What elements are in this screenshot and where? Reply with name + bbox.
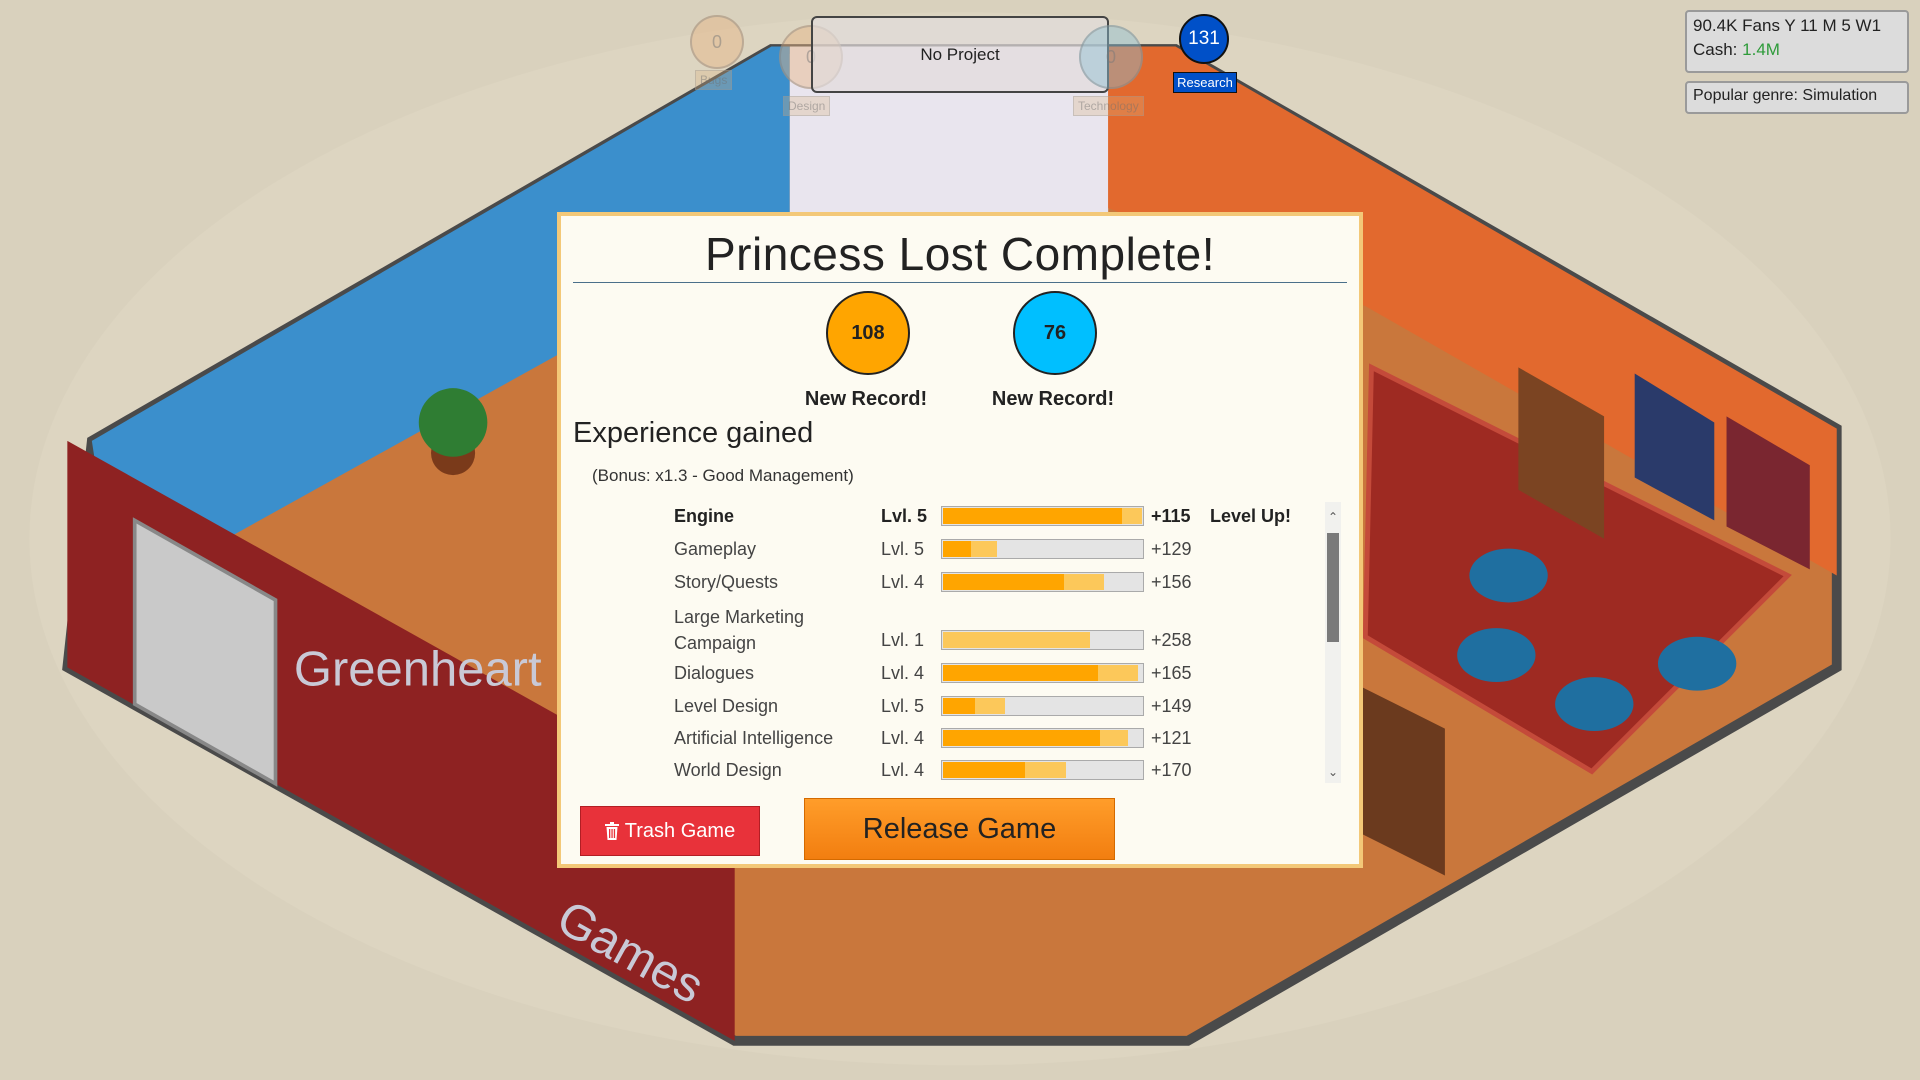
project-status-panel: No Project: [811, 16, 1109, 93]
skill-name: Dialogues: [674, 663, 755, 683]
skill-progress-bar: [941, 630, 1144, 650]
experience-row: World Design Lvl. 4 +170: [561, 756, 1321, 785]
skill-gain: +149: [1151, 696, 1192, 716]
experience-row: Level Design Lvl. 5 +149: [561, 692, 1321, 722]
new-record-label: New Record!: [991, 388, 1115, 410]
bugs-counter: 0: [690, 15, 744, 69]
skill-level: Lvl. 5: [881, 506, 928, 526]
office-door: [132, 517, 278, 787]
popular-genre-panel: Popular genre: Simulation: [1685, 81, 1909, 114]
skill-level: Lvl. 4: [881, 663, 925, 683]
skill-level: Lvl. 4: [881, 728, 925, 748]
skill-name: Artificial Intelligence: [674, 728, 834, 748]
bugs-label: Bugs: [695, 70, 733, 90]
skill-gain: +258: [1151, 630, 1192, 650]
score-circle-orange: 108: [826, 291, 910, 375]
release-game-button[interactable]: Release Game: [804, 798, 1115, 860]
popular-genre-text: Popular genre: Simulation: [1693, 87, 1878, 104]
fans-date-readout: 90.4K Fans Y 11 M 5 W1: [1693, 16, 1882, 35]
progress-gained: [943, 632, 1090, 648]
experience-list: Engine Lvl. 5 +115 Level Up! Gameplay Lvl. 5 +…: [561, 502, 1321, 785]
new-record-label: New Record!: [804, 388, 928, 410]
skill-gain: +129: [1151, 539, 1192, 559]
experience-row: Dialogues Lvl. 4 +165: [561, 659, 1321, 689]
skill-name: Story/Quests: [674, 572, 779, 592]
wall-sign: Greenheart: [294, 643, 542, 697]
progress-before: [943, 665, 1098, 681]
skill-name: Large Marketing Campaign: [674, 607, 805, 653]
scroll-thumb[interactable]: [1327, 533, 1339, 642]
research-points-counter[interactable]: 131: [1179, 14, 1229, 64]
skill-level: Lvl. 4: [881, 572, 925, 592]
cash-label: Cash:: [1693, 40, 1738, 59]
skill-name: World Design: [674, 760, 782, 780]
progress-before: [943, 574, 1064, 590]
experience-row: Story/Quests Lvl. 4 +156: [561, 568, 1321, 598]
blue-wall: [91, 46, 790, 600]
level-up-label: Level Up!: [1210, 506, 1292, 526]
research-label[interactable]: Research: [1173, 72, 1237, 93]
experience-row: Gameplay Lvl. 5 +129: [561, 535, 1321, 565]
skill-gain: +156: [1151, 572, 1192, 592]
progress-before: [943, 762, 1026, 778]
bonus-text: (Bonus: x1.3 - Good Management): [592, 466, 854, 485]
scroll-down-icon[interactable]: ⌄: [1327, 765, 1339, 779]
skill-progress-bar: [941, 696, 1144, 716]
progress-before: [943, 541, 972, 557]
experience-heading: Experience gained: [573, 417, 814, 449]
skill-progress-bar: [941, 728, 1144, 748]
score-circle-blue: 76: [1013, 291, 1097, 375]
skill-progress-bar: [941, 760, 1144, 780]
skill-name: Engine: [674, 506, 735, 526]
dialog-title: Princess Lost Complete!: [704, 228, 1216, 280]
wall-sign-line-1: Greenheart: [294, 643, 542, 697]
skill-level: Lvl. 5: [881, 539, 925, 559]
experience-row: Engine Lvl. 5 +115 Level Up!: [561, 502, 1321, 532]
skill-name: Gameplay: [674, 539, 757, 559]
skill-progress-bar: [941, 506, 1144, 526]
scroll-up-icon[interactable]: ⌃: [1327, 510, 1339, 524]
skill-gain: +121: [1151, 728, 1192, 748]
skill-progress-bar: [941, 539, 1144, 559]
progress-before: [943, 730, 1100, 746]
experience-scrollbar[interactable]: ⌃ ⌄: [1325, 502, 1341, 783]
design-label: Design: [783, 96, 831, 116]
technology-counter: 0: [1079, 25, 1143, 89]
fans-cash-panel: 90.4K Fans Y 11 M 5 W1 Cash: 1.4M: [1685, 10, 1909, 73]
trash-icon: [604, 822, 619, 840]
game-complete-dialog: Princess Lost Complete! 108 76 New Recor…: [557, 212, 1363, 868]
skill-level: Lvl. 5: [881, 696, 925, 716]
progress-before: [943, 698, 976, 714]
skill-gain: +170: [1151, 760, 1192, 780]
skill-progress-bar: [941, 572, 1144, 592]
skill-level: Lvl. 4: [881, 760, 925, 780]
experience-row: Artificial Intelligence Lvl. 4 +121: [561, 724, 1321, 754]
skill-gain: +115: [1151, 506, 1191, 526]
technology-label: Technology: [1073, 96, 1144, 116]
title-divider: [573, 282, 1347, 283]
trash-game-button[interactable]: Trash Game: [580, 806, 760, 856]
project-title: No Project: [920, 44, 1000, 64]
skill-progress-bar: [941, 663, 1144, 683]
skill-name: Level Design: [674, 696, 779, 716]
skill-level: Lvl. 1: [881, 630, 925, 650]
skill-gain: +165: [1151, 663, 1192, 683]
experience-row: Large Marketing Campaign Lvl. 1 +258: [561, 607, 1321, 656]
progress-before: [943, 508, 1122, 524]
cash-value: 1.4M: [1742, 40, 1780, 59]
